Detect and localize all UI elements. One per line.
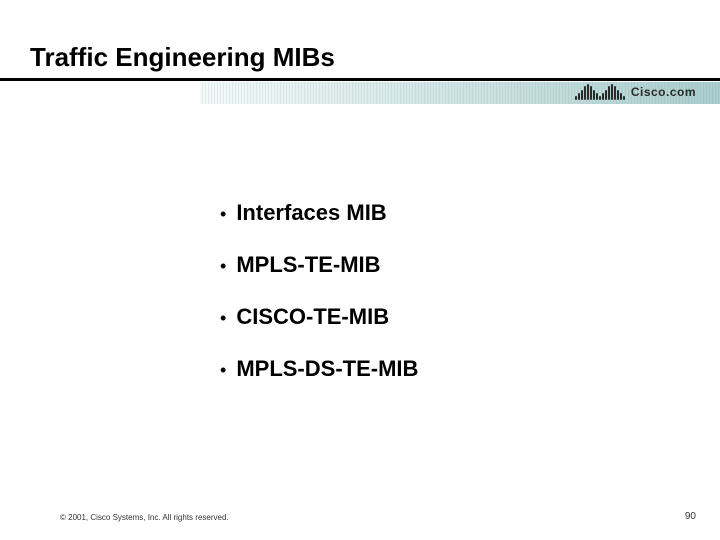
title-underline — [0, 78, 720, 81]
copyright-text: © 2001, Cisco Systems, Inc. All rights r… — [60, 513, 229, 522]
bullet-dot-icon: • — [220, 309, 226, 327]
bullet-dot-icon: • — [220, 257, 226, 275]
cisco-logo-bars-icon — [575, 84, 625, 100]
bullet-text: CISCO-TE-MIB — [236, 304, 389, 330]
list-item: • Interfaces MIB — [220, 200, 640, 226]
slide: Traffic Engineering MIBs Cisco.com • Int… — [0, 0, 720, 540]
bullet-text: Interfaces MIB — [236, 200, 386, 226]
slide-title: Traffic Engineering MIBs — [30, 42, 335, 73]
bullet-dot-icon: • — [220, 361, 226, 379]
list-item: • MPLS-DS-TE-MIB — [220, 356, 640, 382]
cisco-logo-text: Cisco.com — [631, 85, 696, 99]
bullet-text: MPLS-TE-MIB — [236, 252, 380, 278]
list-item: • MPLS-TE-MIB — [220, 252, 640, 278]
bullet-dot-icon: • — [220, 205, 226, 223]
bullet-list: • Interfaces MIB • MPLS-TE-MIB • CISCO-T… — [220, 200, 640, 408]
cisco-logo: Cisco.com — [575, 84, 696, 100]
page-number: 90 — [685, 511, 696, 522]
bullet-text: MPLS-DS-TE-MIB — [236, 356, 418, 382]
list-item: • CISCO-TE-MIB — [220, 304, 640, 330]
